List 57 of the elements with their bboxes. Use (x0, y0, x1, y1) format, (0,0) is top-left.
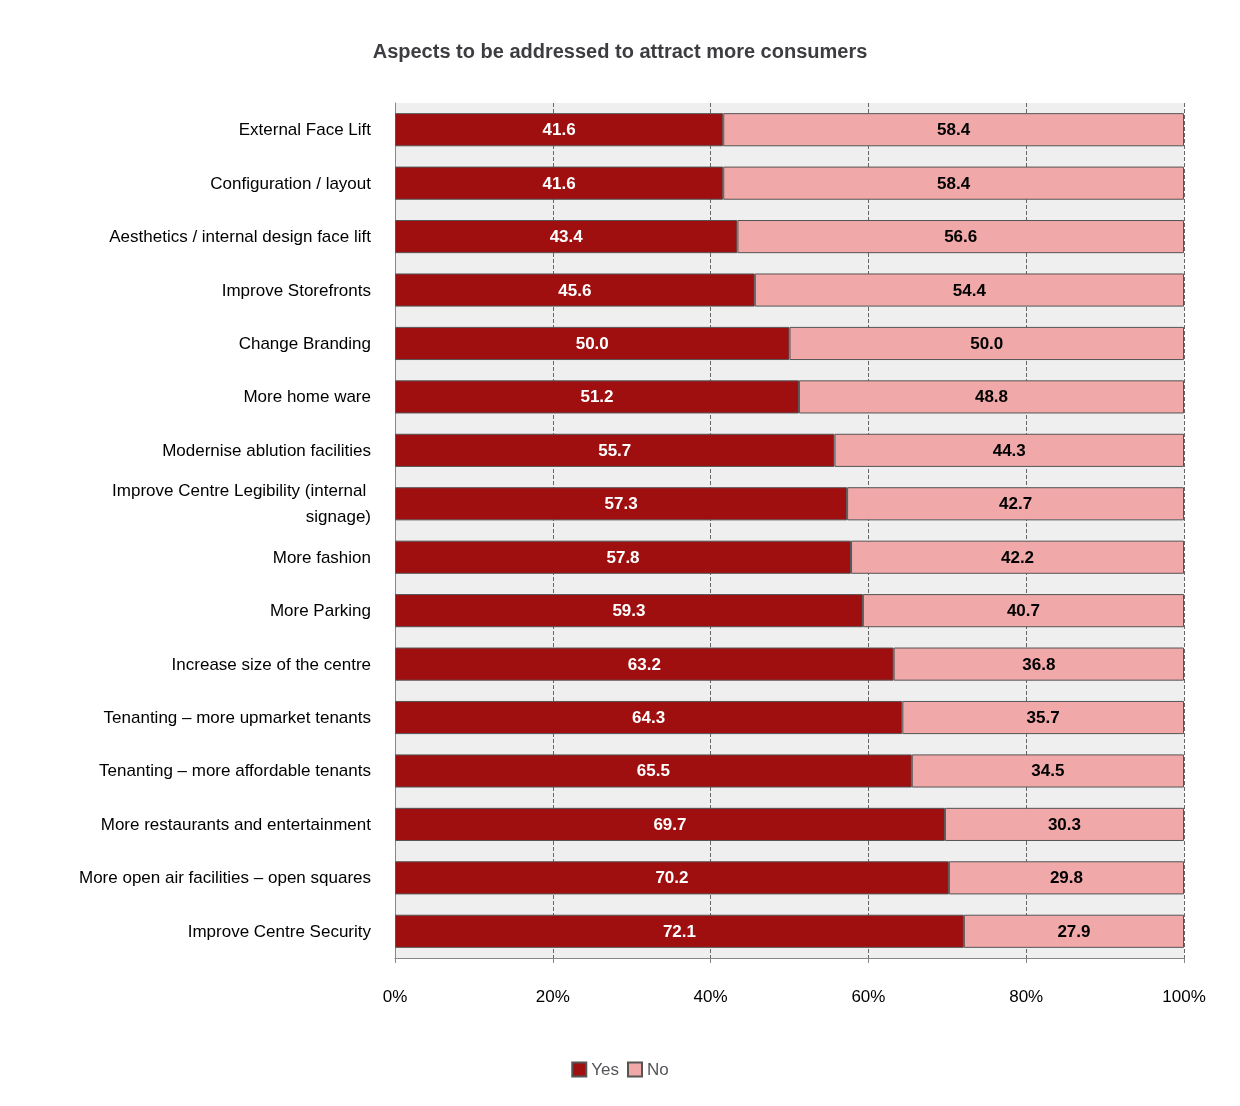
y-tick-label: Tenanting – more upmarket tenants (103, 708, 371, 728)
data-label: 58.4 (937, 120, 971, 140)
y-tick-label: Increase size of the centre (171, 654, 371, 674)
x-tick-label: 80% (1009, 987, 1044, 1006)
data-label: 41.6 (542, 120, 576, 140)
data-label: 35.7 (1026, 708, 1060, 728)
data-label: 65.5 (636, 761, 670, 781)
data-label: 55.7 (598, 440, 632, 460)
y-tick-label: Modernise ablution facilities (162, 440, 371, 460)
y-tick-label: More fashion (272, 547, 371, 567)
data-label: 58.4 (937, 173, 971, 193)
data-label: 48.8 (974, 387, 1009, 407)
data-label: 54.4 (952, 280, 987, 300)
x-tick-label: 60% (851, 987, 886, 1006)
data-label: 59.3 (612, 601, 646, 621)
data-label: 42.7 (999, 494, 1033, 514)
data-label: 57.8 (606, 547, 640, 567)
data-label: 51.2 (580, 387, 614, 407)
data-label: 36.8 (1022, 654, 1056, 674)
x-tick-label: 20% (535, 987, 570, 1006)
x-tick-label: 40% (693, 987, 728, 1006)
y-tick-label: More home ware (243, 387, 371, 407)
data-label: 63.2 (627, 654, 661, 674)
data-label: 30.3 (1047, 814, 1082, 834)
data-label: 41.6 (542, 173, 576, 193)
data-label: 57.3 (604, 494, 638, 514)
legend-label: No (647, 1060, 669, 1079)
y-tick-label: Change Branding (238, 333, 371, 353)
y-tick-label: Tenanting – more affordable tenants (99, 761, 371, 781)
y-tick-label: Configuration / layout (210, 173, 372, 193)
y-tick-label: More Parking (269, 601, 371, 621)
y-tick-label: Improve Centre Legibility (internal signage) (112, 481, 371, 527)
y-tick-label: More open air facilities – open squares (79, 868, 371, 888)
data-label: 56.6 (944, 227, 978, 247)
data-label: 42.2 (1000, 547, 1035, 567)
data-label: 64.3 (632, 708, 666, 728)
data-label: 40.7 (1006, 601, 1040, 621)
data-label: 43.4 (549, 227, 584, 247)
data-label: 45.6 (558, 280, 592, 300)
y-tick-label: More restaurants and entertainment (100, 814, 372, 834)
y-tick-label: External Face Lift (238, 120, 372, 140)
y-tick-label: Improve Storefronts (221, 280, 371, 300)
data-label: 29.8 (1049, 868, 1083, 888)
data-label: 27.9 (1057, 921, 1091, 941)
data-label: 50.0 (575, 333, 609, 353)
legend-label: Yes (591, 1060, 619, 1079)
data-label: 72.1 (662, 921, 696, 941)
x-tick-label: 0% (382, 987, 408, 1006)
data-label: 44.3 (992, 440, 1026, 460)
data-label: 50.0 (970, 333, 1004, 353)
chart-title: Aspects to be addressed to attract more consumers (372, 40, 868, 62)
data-label: 70.2 (655, 868, 689, 888)
data-label: 69.7 (653, 814, 687, 834)
data-label: 34.5 (1031, 761, 1065, 781)
y-tick-label: Improve Centre Security (187, 921, 372, 941)
x-tick-label: 100% (1162, 987, 1206, 1006)
y-tick-label: Aesthetics / internal design face lift (109, 227, 372, 247)
